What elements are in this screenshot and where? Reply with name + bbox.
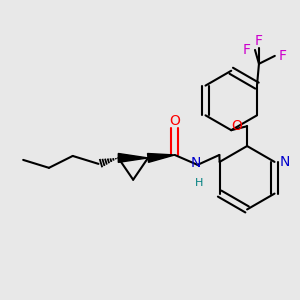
Text: O: O <box>169 114 180 128</box>
Text: N: N <box>279 155 290 169</box>
Text: H: H <box>195 178 204 188</box>
Text: O: O <box>232 119 243 133</box>
Polygon shape <box>148 154 175 162</box>
Text: F: F <box>243 43 251 57</box>
Text: F: F <box>279 49 287 63</box>
Polygon shape <box>118 154 148 162</box>
Text: F: F <box>255 34 263 48</box>
Text: N: N <box>190 156 201 170</box>
